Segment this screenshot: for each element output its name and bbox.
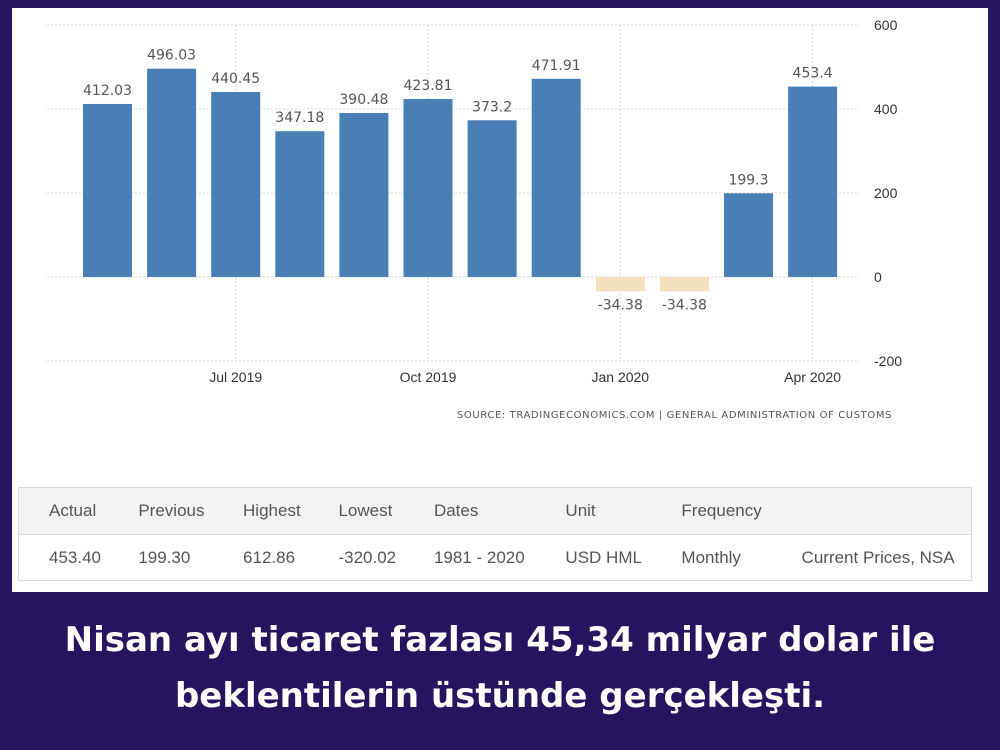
bar — [147, 68, 197, 277]
stats-header-highest: Highest — [243, 501, 301, 520]
bar — [659, 277, 709, 292]
data-label: 496.03 — [147, 48, 196, 64]
data-label: 453.4 — [793, 66, 833, 82]
x-tick-label: Apr 2020 — [784, 369, 841, 385]
y-tick-label: 600 — [874, 17, 898, 33]
bar — [83, 103, 132, 277]
stats-value-dates: 1981 - 2020 — [433, 547, 525, 567]
bar — [724, 193, 773, 277]
headline-caption: Nisan ayı ticaret fazlası 45,34 milyar d… — [0, 612, 1000, 724]
data-label: 440.45 — [211, 71, 260, 87]
stats-value-frequency: Monthly — [681, 547, 741, 567]
bar — [275, 131, 325, 277]
stats-table: Actual Previous Highest Lowest Dates Uni… — [18, 487, 972, 581]
bar — [211, 92, 261, 277]
bar — [788, 86, 838, 278]
bar — [403, 98, 453, 277]
y-tick-label: -200 — [874, 353, 902, 369]
stats-value-actual: 453.40 — [49, 547, 101, 567]
stats-header-dates: Dates — [433, 501, 479, 520]
caption-line-1: Nisan ayı ticaret fazlası 45,34 milyar d… — [64, 620, 936, 660]
y-tick-label: 200 — [874, 185, 898, 201]
chart-panel: 600 400 200 0 -200 Jul 2019 Oct 2019 Jan 2020 Ap… — [12, 8, 988, 592]
stats-value-notes: Current Prices, NSA — [801, 547, 955, 567]
source-note: SOURCE: TRADINGECONOMICS.COM | GENERAL A… — [457, 410, 892, 421]
stats-header-notes — [772, 488, 972, 535]
x-tick-label: Jul 2019 — [209, 369, 262, 385]
data-label: 471.91 — [532, 58, 581, 74]
stats-header-unit: Unit — [565, 501, 596, 520]
stats-value-unit: USD HML — [565, 547, 642, 567]
stats-value-row: 453.40 199.30 612.86 -320.02 1981 - 2020… — [18, 534, 972, 581]
data-label: 347.18 — [275, 110, 324, 126]
stats-header-row: Actual Previous Highest Lowest Dates Uni… — [18, 487, 972, 535]
data-label: 373.2 — [472, 99, 512, 115]
y-tick-label: 400 — [874, 101, 898, 117]
y-tick-label: 0 — [874, 269, 882, 285]
x-tick-label: Jan 2020 — [591, 369, 649, 385]
data-label: 199.3 — [728, 172, 768, 188]
caption-line-2: beklentilerin üstünde gerçekleşti. — [174, 676, 826, 716]
stats-header-lowest: Lowest — [338, 501, 393, 520]
bar — [339, 112, 389, 277]
data-label: -34.38 — [598, 297, 643, 313]
bar-chart: 600 400 200 0 -200 Jul 2019 Oct 2019 Jan 2020 Ap… — [47, 17, 902, 421]
bar — [531, 78, 581, 278]
data-label: -34.38 — [662, 297, 707, 313]
data-label: 423.81 — [404, 78, 453, 94]
data-label: 390.48 — [339, 92, 388, 108]
bar — [595, 277, 645, 292]
stats-value-previous: 199.30 — [138, 547, 191, 567]
stats-value-highest: 612.86 — [243, 547, 296, 567]
stats-header-frequency: Frequency — [681, 501, 762, 520]
stats-header-actual: Actual — [49, 501, 97, 520]
stats-header-previous: Previous — [138, 501, 205, 520]
x-tick-label: Oct 2019 — [400, 369, 457, 385]
data-label: 412.03 — [83, 83, 132, 99]
stats-value-lowest: -320.02 — [338, 547, 397, 567]
bar — [467, 120, 517, 277]
